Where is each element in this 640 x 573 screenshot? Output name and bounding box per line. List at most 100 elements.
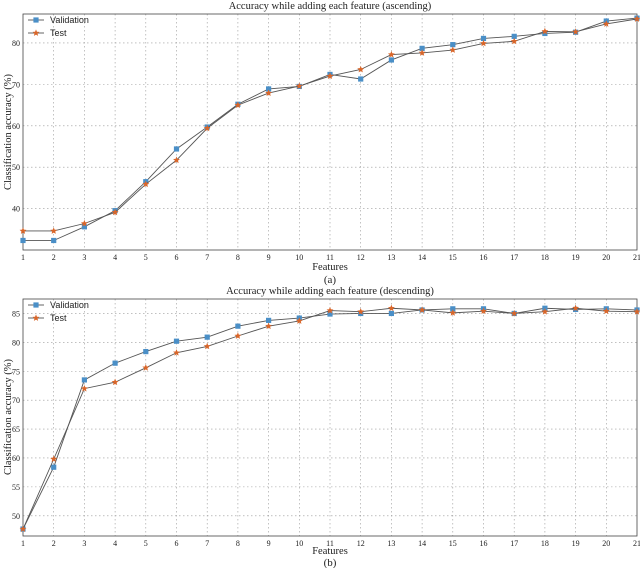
legend-label: Validation <box>50 300 89 310</box>
y-tick-label: 65 <box>12 425 20 434</box>
data-point <box>295 82 303 89</box>
data-point <box>81 377 87 383</box>
legend-entry: Test <box>28 28 67 38</box>
data-point <box>358 310 364 317</box>
data-point <box>541 308 549 315</box>
data-point <box>266 317 272 323</box>
legend-entry: Validation <box>28 15 89 25</box>
data-point <box>633 308 640 315</box>
data-point <box>480 35 487 42</box>
data-point <box>112 360 118 366</box>
data-point <box>234 332 242 339</box>
data-point <box>357 308 365 315</box>
data-point <box>418 49 426 56</box>
data-point <box>387 50 395 58</box>
x-tick-label: 7 <box>205 253 209 262</box>
chart-descending: Accuracy while adding each feature (desc… <box>3 286 640 569</box>
data-point <box>50 227 58 234</box>
x-tick-label: 4 <box>113 539 117 548</box>
x-tick-label: 17 <box>510 539 518 548</box>
x-tick-label: 20 <box>602 253 610 262</box>
x-tick-label: 8 <box>236 539 240 548</box>
x-axis-label: Features <box>312 262 348 273</box>
x-tick-label: 2 <box>52 539 56 548</box>
legend-entry: Validation <box>28 300 89 310</box>
y-tick-label: 80 <box>12 39 20 48</box>
data-point <box>418 306 426 313</box>
plot-frame <box>22 13 638 251</box>
y-tick-label: 60 <box>12 454 20 463</box>
x-tick-label: 5 <box>144 253 148 262</box>
x-tick-label: 3 <box>82 253 86 262</box>
y-tick-label: 80 <box>12 338 20 347</box>
x-tick-label: 12 <box>357 539 365 548</box>
legend-label: Validation <box>50 15 89 25</box>
legend-marker <box>33 302 39 308</box>
data-point <box>326 72 334 80</box>
data-point <box>450 42 456 48</box>
x-tick-label: 6 <box>175 253 179 262</box>
data-point <box>173 349 180 356</box>
series-validation <box>20 15 640 244</box>
data-point <box>234 101 242 108</box>
y-tick-label: 60 <box>12 122 20 131</box>
data-point <box>111 378 119 386</box>
x-tick-label: 13 <box>387 253 395 262</box>
data-point <box>358 76 364 82</box>
data-point <box>572 28 580 35</box>
data-point <box>327 311 333 317</box>
y-tick-label: 50 <box>12 163 20 172</box>
series-test <box>19 15 640 234</box>
chart-title: Accuracy while adding each feature (asce… <box>229 1 432 12</box>
y-tick-label: 70 <box>12 396 20 405</box>
y-tick-label: 40 <box>12 205 20 214</box>
data-point <box>602 307 610 315</box>
x-tick-label: 1 <box>21 253 25 262</box>
x-axis-label: Features <box>312 546 348 557</box>
data-point <box>388 57 394 63</box>
x-tick-label: 15 <box>449 539 457 548</box>
data-point <box>20 237 26 244</box>
data-point <box>480 307 487 315</box>
y-axis-label: Classification accuracy (%) <box>3 358 14 475</box>
x-tick-label: 17 <box>510 253 518 262</box>
x-tick-label: 5 <box>144 539 148 548</box>
data-point <box>387 304 395 312</box>
data-point <box>80 385 88 392</box>
data-point <box>203 124 211 132</box>
data-point <box>173 156 180 164</box>
x-tick-label: 20 <box>602 539 610 548</box>
y-axis-label: Classification accuracy (%) <box>3 73 14 190</box>
data-point <box>295 317 303 324</box>
x-tick-label: 21 <box>633 253 640 262</box>
data-point <box>326 306 334 314</box>
data-point <box>265 89 273 96</box>
data-point <box>203 342 211 350</box>
legend-entry: Test <box>28 313 67 323</box>
data-point <box>51 237 57 244</box>
legend-label: Test <box>50 313 67 323</box>
data-point <box>449 309 457 316</box>
x-tick-label: 10 <box>295 539 303 548</box>
data-point <box>51 464 57 470</box>
x-tick-label: 11 <box>326 253 334 262</box>
y-tick-label: 85 <box>12 309 20 318</box>
data-point <box>19 525 27 532</box>
data-point <box>142 364 150 371</box>
data-point <box>173 146 180 152</box>
data-point <box>541 27 549 35</box>
data-point <box>510 309 518 317</box>
legend-marker <box>32 29 40 36</box>
series-test <box>19 304 640 532</box>
legend-marker <box>33 17 39 23</box>
x-tick-label: 11 <box>326 539 334 548</box>
x-tick-label: 14 <box>418 253 426 262</box>
legend-marker <box>32 314 40 321</box>
x-tick-label: 16 <box>480 253 488 262</box>
data-point <box>266 86 272 92</box>
data-point <box>111 208 119 216</box>
chart-ascending: Accuracy while adding each feature (asce… <box>3 1 640 286</box>
x-tick-label: 10 <box>295 253 303 262</box>
data-point <box>388 310 394 317</box>
x-tick-label: 18 <box>541 539 549 548</box>
